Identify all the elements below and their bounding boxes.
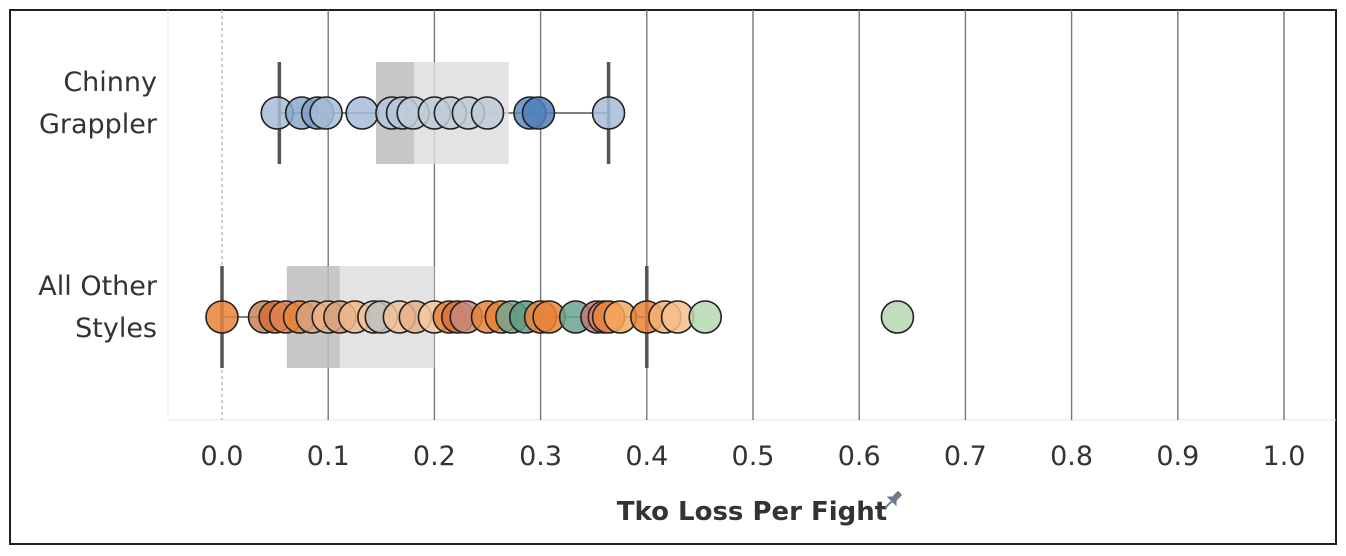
data-point[interactable] bbox=[205, 300, 239, 334]
x-tick-labels: 0.0 0.1 0.2 0.3 0.4 0.5 0.6 0.7 0.8 0.9 1.0 bbox=[201, 441, 1306, 472]
x-tick-label: 0.3 bbox=[519, 441, 562, 472]
data-point[interactable] bbox=[688, 300, 723, 334]
category-label: All Other Styles bbox=[38, 271, 158, 344]
data-point[interactable] bbox=[521, 96, 556, 130]
x-tick-label: 1.0 bbox=[1263, 441, 1306, 472]
x-tick-label: 0.5 bbox=[732, 441, 775, 472]
data-point[interactable] bbox=[345, 96, 379, 130]
data-point[interactable] bbox=[591, 96, 626, 130]
x-tick-label: 0.6 bbox=[838, 441, 881, 472]
data-points[interactable] bbox=[205, 96, 915, 334]
category-labels: Chinny Grappler All Other Styles bbox=[38, 67, 158, 344]
x-tick-label: 0.7 bbox=[944, 441, 987, 472]
x-tick-label: 0.1 bbox=[307, 441, 350, 472]
x-axis-title: Tko Loss Per Fight bbox=[617, 497, 887, 527]
x-tick-label: 0.0 bbox=[201, 441, 244, 472]
data-point[interactable] bbox=[880, 300, 915, 334]
x-tick-label: 0.8 bbox=[1050, 441, 1093, 472]
data-point[interactable] bbox=[470, 96, 505, 130]
category-label: Chinny Grappler bbox=[39, 67, 158, 140]
pin-icon[interactable] bbox=[880, 488, 905, 513]
x-tick-label: 0.2 bbox=[413, 441, 456, 472]
data-point[interactable] bbox=[309, 96, 343, 130]
grid-lines bbox=[167, 10, 1336, 421]
x-tick-label: 0.4 bbox=[625, 441, 668, 472]
x-tick-label: 0.9 bbox=[1156, 441, 1199, 472]
chart-frame bbox=[9, 9, 1337, 545]
